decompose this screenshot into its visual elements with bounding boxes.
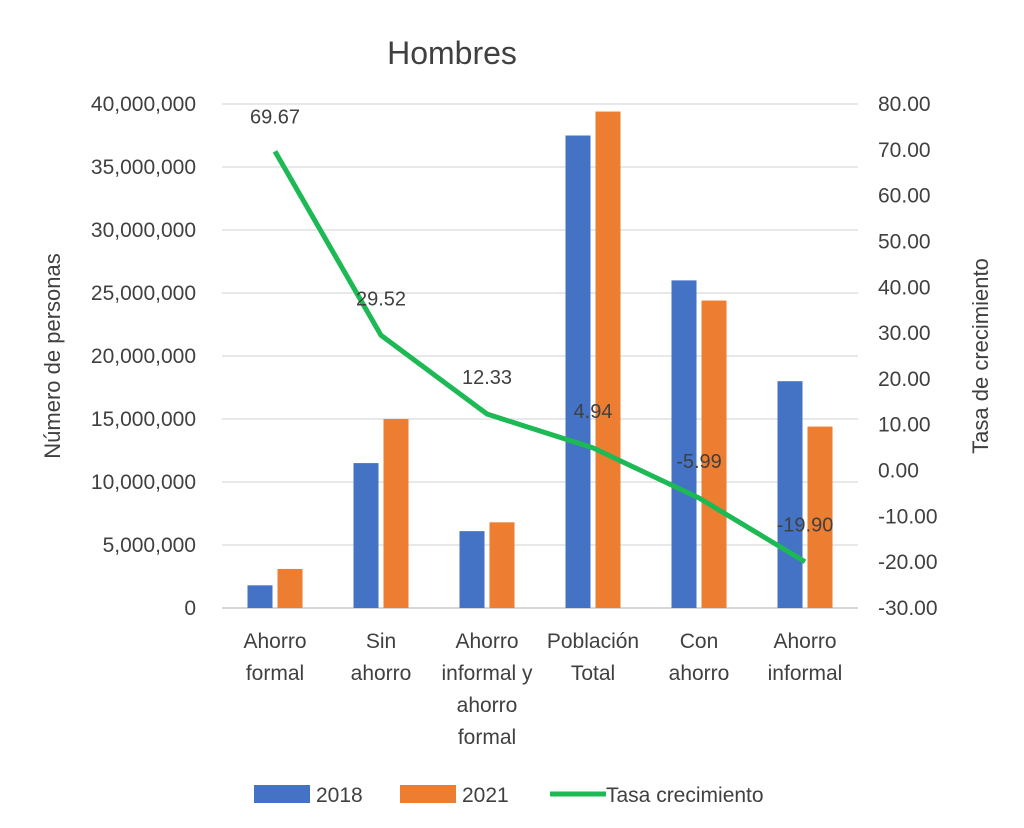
category-label: formal — [246, 662, 304, 685]
y2-tick-label: 40.00 — [878, 276, 931, 299]
y2-tick-label: -30.00 — [878, 597, 938, 620]
bar-2018-1 — [353, 463, 379, 608]
y2-tick-label: 60.00 — [878, 185, 931, 208]
category-label: Sin — [366, 630, 396, 653]
category-label: ahorro — [351, 662, 412, 685]
y2-tick-label: -10.00 — [878, 505, 938, 528]
category-label: ahorro — [457, 694, 518, 717]
y-tick-label: 5,000,000 — [103, 534, 196, 557]
bar-2021-4 — [701, 300, 727, 608]
y-tick-label: 35,000,000 — [91, 156, 196, 179]
category-label: Con — [680, 630, 719, 653]
category-label: informal — [768, 662, 843, 685]
bar-2018-4 — [671, 280, 697, 608]
category-label: Ahorro — [773, 630, 836, 653]
bar-2021-5 — [807, 426, 833, 608]
data-label: 4.94 — [574, 401, 613, 423]
bar-2021-2 — [489, 522, 515, 608]
bar-2018-5 — [777, 381, 803, 608]
line-tasa-crecimiento — [272, 150, 807, 564]
legend-label: 2021 — [462, 784, 509, 807]
bar-2021-1 — [383, 419, 409, 608]
legend-swatch — [400, 785, 456, 803]
y-tick-label: 0 — [184, 597, 196, 620]
y2-axis-title: Tasa de crecimiento — [968, 258, 993, 454]
legend-label: 2018 — [316, 784, 363, 807]
legend-label: Tasa crecimiento — [606, 784, 764, 807]
category-label: informal y — [441, 662, 533, 685]
y-tick-label: 10,000,000 — [91, 471, 196, 494]
category-label: formal — [458, 726, 516, 749]
data-label: -5.99 — [676, 451, 722, 473]
y2-tick-label: 80.00 — [878, 93, 931, 116]
bar-2021-0 — [277, 568, 303, 608]
data-label: 69.67 — [250, 106, 300, 128]
bar-2018-2 — [459, 531, 485, 608]
category-label: Ahorro — [455, 630, 518, 653]
y2-tick-label: 50.00 — [878, 230, 931, 253]
data-label: 12.33 — [462, 367, 512, 389]
y2-tick-label: 70.00 — [878, 139, 931, 162]
y2-tick-label: 10.00 — [878, 414, 931, 437]
y2-tick-label: -20.00 — [878, 551, 938, 574]
data-label: 29.52 — [356, 288, 406, 310]
y-tick-label: 20,000,000 — [91, 345, 196, 368]
legend-swatch — [254, 785, 310, 803]
bar-2018-0 — [247, 585, 273, 608]
y-tick-label: 15,000,000 — [91, 408, 196, 431]
y2-tick-label: 30.00 — [878, 322, 931, 345]
y-tick-label: 40,000,000 — [91, 93, 196, 116]
bar-2021-3 — [595, 111, 621, 608]
category-label: ahorro — [669, 662, 730, 685]
y2-tick-label: 0.00 — [878, 460, 919, 483]
y2-tick-label: 20.00 — [878, 368, 931, 391]
y-tick-label: 30,000,000 — [91, 219, 196, 242]
category-label: Población — [547, 630, 639, 653]
chart-title: Hombres — [387, 35, 517, 71]
y-axis-title: Número de personas — [40, 253, 65, 458]
y-tick-label: 25,000,000 — [91, 282, 196, 305]
category-label: Total — [571, 662, 615, 685]
data-label: -19.90 — [777, 515, 834, 537]
category-label: Ahorro — [243, 630, 306, 653]
bar-2018-3 — [565, 135, 591, 608]
